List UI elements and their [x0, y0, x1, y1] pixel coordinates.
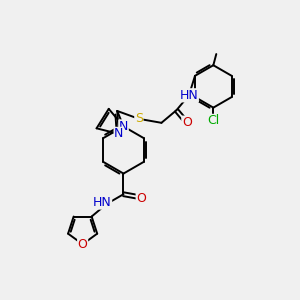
Text: O: O	[78, 238, 88, 251]
Text: N: N	[119, 120, 128, 133]
Text: N: N	[114, 128, 124, 140]
Text: O: O	[136, 192, 146, 205]
Text: HN: HN	[180, 89, 198, 102]
Text: O: O	[182, 116, 192, 129]
Text: S: S	[135, 112, 143, 125]
Text: Cl: Cl	[207, 114, 220, 128]
Text: HN: HN	[93, 196, 112, 209]
